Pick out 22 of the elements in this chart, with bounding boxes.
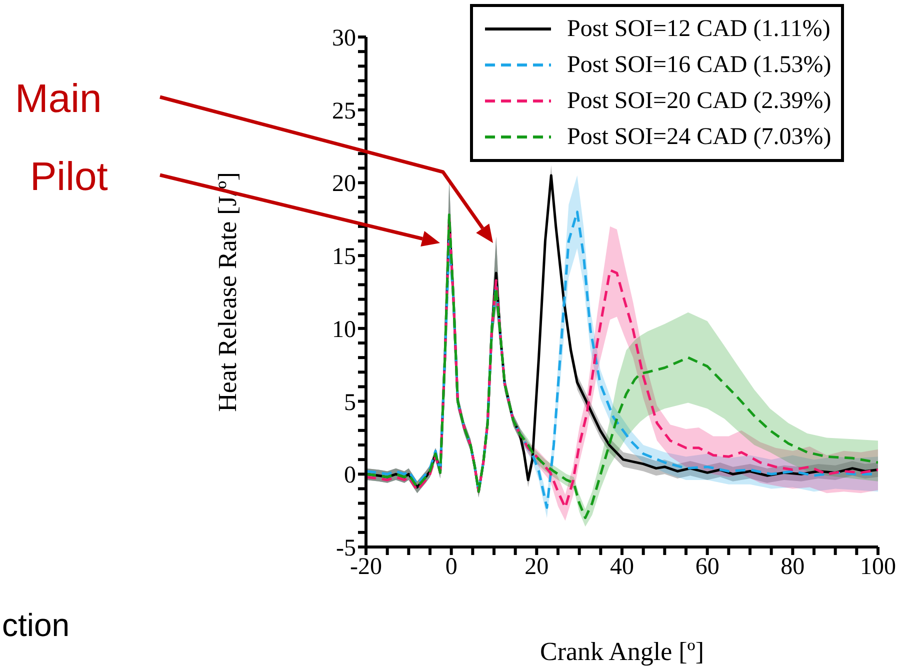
text: ction xyxy=(2,607,70,643)
y-tick-label: 20 xyxy=(332,171,356,198)
x-axis-title: Crank Angle [º] xyxy=(540,637,704,666)
x-tick-label: 100 xyxy=(860,554,896,580)
legend-label: Post SOI=12 CAD (1.11%) xyxy=(567,15,830,44)
x-tick-label: 60 xyxy=(695,554,720,580)
y-tick-label: 15 xyxy=(332,244,356,270)
x-tick-label: 0 xyxy=(445,554,458,580)
text: Pilot xyxy=(30,155,108,199)
y-tick-label: -5 xyxy=(336,536,356,562)
y-tick-label: 5 xyxy=(344,390,356,416)
y-tick-label: 25 xyxy=(332,98,356,124)
text: Main xyxy=(15,77,102,121)
y-tick-label: 30 xyxy=(332,26,356,52)
y-tick-label: 10 xyxy=(332,316,356,343)
legend-label: Post SOI=16 CAD (1.53%) xyxy=(567,51,832,80)
x-tick-label: 80 xyxy=(780,554,805,580)
legend-label: Post SOI=24 CAD (7.03%) xyxy=(567,123,832,152)
x-tick-label: 20 xyxy=(524,554,549,580)
legend-label: Post SOI=20 CAD (2.39%) xyxy=(567,87,832,116)
y-tick-label: 0 xyxy=(344,462,356,489)
x-tick-label: 40 xyxy=(610,554,634,580)
